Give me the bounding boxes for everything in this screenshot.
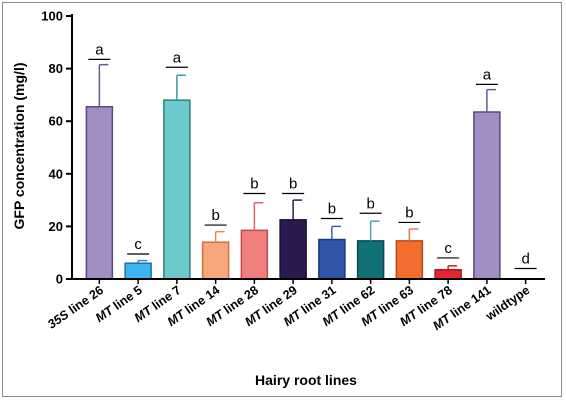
y-tick-label: 40 [49, 166, 63, 181]
bar [356, 240, 385, 280]
bar [201, 241, 230, 280]
bar [124, 262, 152, 280]
error-bar [176, 74, 186, 101]
error-bar [408, 228, 419, 241]
y-tick-label: 100 [41, 9, 63, 24]
error-bar [447, 265, 458, 270]
significance-layer: a c a b b b b b b c a d [88, 41, 537, 270]
error-bar [137, 259, 148, 264]
bar [163, 99, 191, 280]
significance-letter: b [289, 176, 297, 193]
bars-layer [85, 99, 501, 280]
bar [395, 240, 424, 280]
error-bar [486, 88, 496, 112]
y-ticks-layer: 0 20 40 60 80 100 [41, 9, 527, 287]
error-bar [369, 220, 380, 241]
bar [240, 229, 269, 280]
significance-letter: b [211, 207, 219, 224]
significance-letter: c [444, 240, 452, 257]
y-tick-label: 0 [56, 272, 63, 287]
bar [85, 105, 114, 280]
significance-letter: b [405, 204, 413, 221]
y-axis-title: GFP concentration (mg/l) [11, 63, 27, 230]
error-bar [331, 225, 341, 240]
x-axis-title: Hairy root lines [255, 372, 357, 388]
error-bar [253, 201, 264, 231]
bar [279, 219, 307, 280]
significance-letter: a [483, 66, 492, 83]
significance-letter: a [95, 41, 104, 58]
error-bar [98, 63, 109, 107]
x-tick-label-text: wildtype [483, 283, 533, 324]
x-tick-label: 35S line 26 [45, 283, 106, 332]
significance-letter: b [328, 201, 336, 218]
axes-layer [71, 14, 545, 280]
significance-letter: c [134, 236, 142, 253]
bar [318, 238, 346, 280]
significance-letter: a [173, 49, 182, 66]
error-bars-layer [98, 63, 496, 270]
significance-letter: b [366, 195, 374, 212]
bar [434, 269, 462, 280]
y-tick-label: 20 [49, 219, 63, 234]
error-bar [292, 199, 303, 220]
error-bar [214, 230, 225, 243]
bar [473, 111, 501, 280]
y-tick-label: 80 [49, 61, 63, 76]
x-tick-label: wildtype [483, 283, 533, 324]
significance-letter: d [521, 250, 529, 267]
y-tick-label: 60 [49, 114, 63, 129]
significance-letter: b [250, 176, 258, 193]
